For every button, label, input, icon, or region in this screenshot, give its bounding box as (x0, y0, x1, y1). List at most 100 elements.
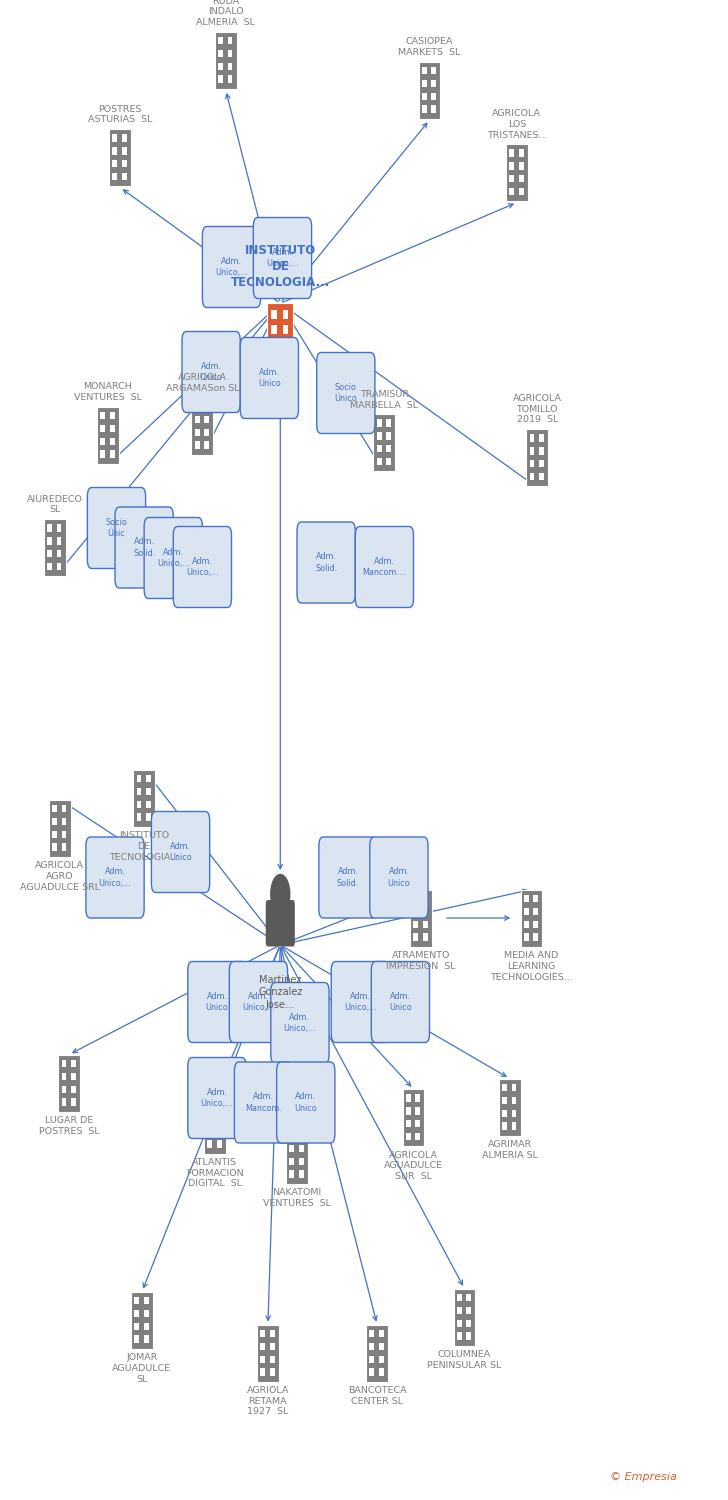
FancyBboxPatch shape (62, 1086, 66, 1094)
FancyBboxPatch shape (131, 1292, 153, 1348)
FancyBboxPatch shape (539, 447, 544, 454)
Text: Adm.
Unico,...: Adm. Unico,... (266, 248, 298, 268)
Text: AGRICOLA
LOS
TRISTANES...: AGRICOLA LOS TRISTANES... (486, 110, 547, 140)
FancyBboxPatch shape (204, 1096, 226, 1154)
FancyBboxPatch shape (87, 488, 146, 568)
FancyBboxPatch shape (370, 837, 428, 918)
FancyBboxPatch shape (228, 63, 232, 70)
FancyBboxPatch shape (467, 1332, 471, 1340)
FancyBboxPatch shape (270, 1368, 274, 1376)
FancyBboxPatch shape (290, 1132, 294, 1140)
FancyBboxPatch shape (205, 404, 209, 411)
FancyBboxPatch shape (370, 1356, 374, 1364)
FancyBboxPatch shape (261, 1342, 265, 1350)
FancyBboxPatch shape (529, 447, 534, 454)
FancyBboxPatch shape (299, 1158, 304, 1166)
Text: INSTITUTO
DE
TECNOLOGIA...: INSTITUTO DE TECNOLOGIA... (231, 244, 330, 290)
FancyBboxPatch shape (370, 1368, 374, 1376)
Text: BANCOTECA
CENTER SL: BANCOTECA CENTER SL (348, 1386, 406, 1406)
FancyBboxPatch shape (512, 1096, 516, 1104)
FancyBboxPatch shape (373, 414, 395, 471)
FancyBboxPatch shape (432, 105, 436, 112)
FancyBboxPatch shape (188, 1058, 246, 1138)
FancyBboxPatch shape (122, 135, 127, 142)
FancyBboxPatch shape (467, 1294, 471, 1302)
FancyBboxPatch shape (144, 1323, 149, 1330)
FancyBboxPatch shape (422, 80, 427, 87)
FancyBboxPatch shape (62, 818, 66, 825)
FancyBboxPatch shape (523, 933, 529, 940)
FancyBboxPatch shape (410, 890, 432, 946)
FancyBboxPatch shape (270, 1342, 274, 1350)
FancyBboxPatch shape (297, 522, 355, 603)
Text: CASIOPEA
MARKETS  SL: CASIOPEA MARKETS SL (398, 38, 461, 57)
FancyBboxPatch shape (218, 50, 223, 57)
Text: Adm.
Unico,...: Adm. Unico,... (242, 992, 274, 1012)
FancyBboxPatch shape (195, 416, 199, 423)
FancyBboxPatch shape (467, 1306, 471, 1314)
FancyBboxPatch shape (506, 144, 528, 201)
FancyBboxPatch shape (277, 1062, 335, 1143)
Text: AGRICOLA
AGUADULCE
SUR  SL: AGRICOLA AGUADULCE SUR SL (384, 1150, 443, 1180)
FancyBboxPatch shape (146, 788, 151, 795)
FancyBboxPatch shape (405, 1095, 411, 1102)
Text: Adm.
Unico,...: Adm. Unico,... (201, 1088, 233, 1108)
FancyBboxPatch shape (218, 38, 223, 45)
Text: LUGAR DE
POSTRES  SL: LUGAR DE POSTRES SL (39, 1116, 100, 1136)
FancyBboxPatch shape (387, 446, 391, 453)
FancyBboxPatch shape (228, 50, 232, 57)
FancyBboxPatch shape (510, 176, 514, 183)
FancyBboxPatch shape (379, 1330, 384, 1338)
FancyBboxPatch shape (217, 1140, 221, 1148)
Text: AGRIMAR
ALMERIA SL: AGRIMAR ALMERIA SL (482, 1140, 537, 1160)
Text: AGRICOLA
ARGAMASon SL: AGRICOLA ARGAMASon SL (166, 374, 239, 393)
FancyBboxPatch shape (534, 933, 538, 940)
FancyBboxPatch shape (405, 1120, 411, 1128)
FancyBboxPatch shape (240, 338, 298, 418)
Text: Adm.
Unico: Adm. Unico (258, 368, 281, 388)
Text: Adm.
Unico,...: Adm. Unico,... (99, 867, 131, 888)
FancyBboxPatch shape (282, 310, 288, 318)
FancyBboxPatch shape (502, 1110, 507, 1118)
FancyBboxPatch shape (62, 1060, 66, 1068)
FancyBboxPatch shape (195, 429, 199, 436)
Text: Adm.
Solid.: Adm. Solid. (337, 867, 359, 888)
FancyBboxPatch shape (317, 352, 375, 434)
Text: Adm.
Unico,...: Adm. Unico,... (157, 548, 189, 568)
FancyBboxPatch shape (529, 435, 534, 442)
FancyBboxPatch shape (512, 1084, 516, 1092)
FancyBboxPatch shape (144, 1335, 149, 1342)
FancyBboxPatch shape (58, 1054, 80, 1112)
FancyBboxPatch shape (331, 962, 389, 1042)
FancyBboxPatch shape (539, 460, 544, 468)
FancyBboxPatch shape (432, 80, 436, 87)
FancyBboxPatch shape (261, 1356, 265, 1364)
FancyBboxPatch shape (413, 921, 418, 928)
FancyBboxPatch shape (215, 32, 237, 88)
FancyBboxPatch shape (52, 843, 57, 850)
FancyBboxPatch shape (423, 921, 427, 928)
Text: MONARCH
VENTURES  SL: MONARCH VENTURES SL (74, 382, 142, 402)
FancyBboxPatch shape (416, 1107, 420, 1114)
FancyBboxPatch shape (137, 813, 141, 820)
FancyBboxPatch shape (419, 62, 440, 118)
Text: © Empresia: © Empresia (610, 1472, 677, 1482)
Text: Adm.
Solid.: Adm. Solid. (133, 537, 155, 558)
FancyBboxPatch shape (144, 1310, 149, 1317)
Text: POSTRES
ASTURIAS  SL: POSTRES ASTURIAS SL (88, 105, 152, 125)
Text: ATLANTIS
FORMACION
DIGITAL  SL: ATLANTIS FORMACION DIGITAL SL (186, 1158, 244, 1188)
Text: Adm.
Unico,...: Adm. Unico,... (284, 1013, 316, 1034)
Text: Adm.
Unico: Adm. Unico (387, 867, 411, 888)
FancyBboxPatch shape (299, 1132, 304, 1140)
FancyBboxPatch shape (413, 908, 418, 915)
FancyBboxPatch shape (97, 406, 119, 463)
FancyBboxPatch shape (379, 1356, 384, 1364)
FancyBboxPatch shape (413, 933, 418, 940)
FancyBboxPatch shape (510, 162, 514, 170)
FancyBboxPatch shape (257, 1324, 279, 1382)
Text: Adm.
Mancom.: Adm. Mancom. (245, 1092, 282, 1113)
FancyBboxPatch shape (282, 326, 288, 334)
FancyBboxPatch shape (413, 896, 418, 903)
FancyBboxPatch shape (122, 172, 127, 180)
FancyBboxPatch shape (52, 831, 57, 839)
